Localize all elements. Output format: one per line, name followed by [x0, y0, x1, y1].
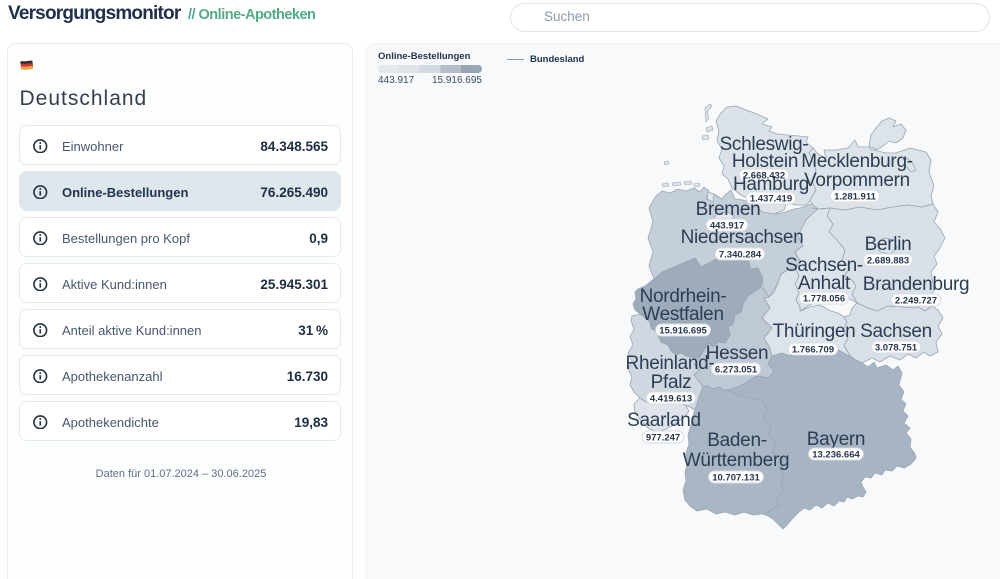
svg-text:6.273.051: 6.273.051 — [715, 364, 758, 375]
svg-text:1.766.709: 1.766.709 — [792, 344, 834, 355]
svg-text:2.249.727: 2.249.727 — [895, 295, 937, 306]
svg-text:Berlin: Berlin — [865, 234, 912, 255]
svg-text:2.689.883: 2.689.883 — [867, 255, 909, 266]
svg-text:Sachsen: Sachsen — [860, 321, 932, 342]
svg-text:Saarland: Saarland — [627, 410, 701, 431]
svg-text:13.236.664: 13.236.664 — [812, 449, 860, 460]
svg-text:977.247: 977.247 — [646, 432, 680, 443]
svg-text:Niedersachsen: Niedersachsen — [681, 227, 804, 248]
svg-text:1.437.419: 1.437.419 — [750, 193, 792, 204]
svg-text:Rheinland-: Rheinland- — [626, 353, 715, 374]
svg-text:Brandenburg: Brandenburg — [863, 274, 970, 295]
svg-text:7.340.284: 7.340.284 — [719, 249, 762, 260]
svg-text:443.917: 443.917 — [710, 220, 744, 231]
svg-text:Württemberg: Württemberg — [683, 450, 790, 471]
svg-text:Bremen: Bremen — [696, 199, 761, 220]
svg-text:Baden-: Baden- — [707, 430, 766, 451]
svg-text:1.778.056: 1.778.056 — [803, 293, 845, 304]
svg-text:10.707.131: 10.707.131 — [712, 472, 760, 483]
svg-text:Pfalz: Pfalz — [651, 372, 692, 393]
svg-text:Anhalt: Anhalt — [798, 273, 851, 294]
svg-text:Sachsen-: Sachsen- — [785, 255, 863, 276]
svg-text:1.281.911: 1.281.911 — [834, 191, 876, 202]
svg-text:Thüringen: Thüringen — [773, 321, 856, 342]
svg-text:2.668.432: 2.668.432 — [743, 170, 785, 181]
svg-text:3.078.751: 3.078.751 — [875, 342, 918, 353]
svg-text:Holstein: Holstein — [732, 151, 798, 172]
svg-text:Westfalen: Westfalen — [642, 304, 723, 325]
svg-text:Hamburg: Hamburg — [733, 174, 809, 195]
svg-text:4.419.613: 4.419.613 — [650, 393, 692, 404]
svg-text:Bayern: Bayern — [807, 429, 865, 450]
svg-text:Mecklenburg-: Mecklenburg- — [801, 151, 913, 172]
svg-text:15.916.695: 15.916.695 — [659, 325, 707, 336]
svg-text:Vorpommern: Vorpommern — [804, 170, 910, 191]
svg-text:Schleswig-: Schleswig- — [720, 134, 809, 155]
svg-text:Hessen: Hessen — [706, 343, 769, 364]
svg-text:Nordrhein-: Nordrhein- — [640, 286, 727, 307]
